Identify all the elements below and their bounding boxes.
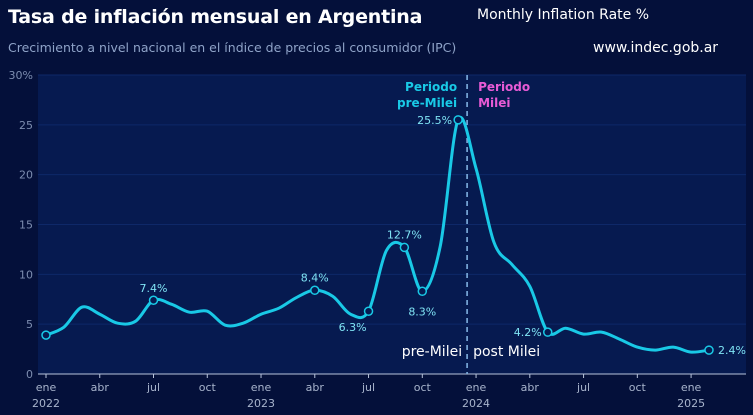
x-tick-label: ene [466, 381, 487, 394]
data-point-marker [148, 295, 159, 305]
x-tick-label: ene [681, 381, 702, 394]
y-tick-label: 5 [26, 318, 33, 331]
x-tick-label: oct [629, 381, 647, 394]
x-tick-label: jul [146, 381, 160, 394]
period-label-post: Milei [478, 96, 510, 110]
data-label: 25.5% [417, 114, 452, 127]
x-tick-label: oct [199, 381, 217, 394]
data-point-marker [417, 286, 428, 297]
bottom-label-post: post Milei [473, 344, 540, 360]
data-label: 7.4% [140, 282, 168, 295]
chart-note: Monthly Inflation Rate % [477, 7, 650, 23]
x-tick-label: ene [36, 381, 57, 394]
x-tick-label: oct [414, 381, 432, 394]
data-label: 6.3% [339, 321, 367, 334]
x-tick-year: 2023 [247, 397, 275, 410]
x-tick-label: abr [521, 381, 540, 394]
data-point-marker [310, 285, 320, 296]
data-point-marker [542, 327, 553, 337]
y-tick-label: 10 [19, 268, 33, 281]
data-point-marker [41, 330, 51, 340]
data-point-marker [399, 242, 410, 253]
y-tick-label: 25 [19, 119, 33, 132]
x-tick-year: 2025 [677, 397, 705, 410]
y-tick-label: 0 [26, 368, 33, 381]
x-tick-year: 2024 [462, 397, 490, 410]
chart-subtitle: Crecimiento a nivel nacional en el índic… [8, 40, 457, 55]
data-point-marker [363, 306, 374, 316]
period-label-post: Periodo [478, 80, 530, 94]
data-label: 4.2% [514, 326, 542, 339]
chart-title: Tasa de inflación mensual en Argentina [8, 6, 423, 28]
data-label: 2.4% [718, 344, 746, 357]
bottom-label-pre: pre-Milei [402, 344, 462, 360]
data-point-marker [453, 115, 463, 125]
data-label: 8.3% [408, 305, 436, 318]
data-point-marker [704, 345, 714, 355]
x-tick-year: 2022 [32, 397, 60, 410]
y-tick-label: 30% [9, 69, 33, 82]
period-label-pre: Periodo [405, 80, 457, 94]
x-tick-label: abr [306, 381, 325, 394]
x-tick-label: ene [251, 381, 272, 394]
y-tick-label: 20 [19, 169, 33, 182]
y-tick-label: 15 [19, 219, 33, 232]
x-tick-label: jul [576, 381, 590, 394]
period-label-pre: pre-Milei [397, 96, 457, 110]
source-url: www.indec.gob.ar [593, 40, 719, 56]
x-tick-label: jul [361, 381, 375, 394]
data-label: 8.4% [301, 271, 329, 284]
data-label: 12.7% [387, 228, 422, 241]
x-tick-label: abr [91, 381, 110, 394]
